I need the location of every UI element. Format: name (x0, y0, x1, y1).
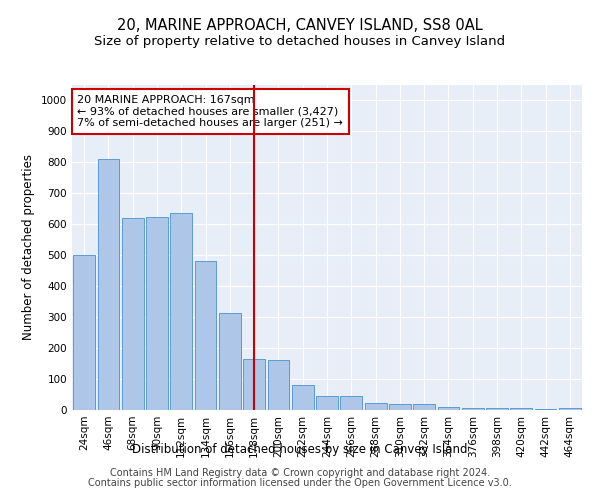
Text: Distribution of detached houses by size in Canvey Island: Distribution of detached houses by size … (132, 444, 468, 456)
Text: Contains HM Land Registry data © Crown copyright and database right 2024.: Contains HM Land Registry data © Crown c… (110, 468, 490, 477)
Text: 20, MARINE APPROACH, CANVEY ISLAND, SS8 0AL: 20, MARINE APPROACH, CANVEY ISLAND, SS8 … (117, 18, 483, 32)
Bar (511, 408, 532, 410)
Bar (437, 407, 460, 410)
Text: 20 MARINE APPROACH: 167sqm
← 93% of detached houses are smaller (3,427)
7% of se: 20 MARINE APPROACH: 167sqm ← 93% of deta… (77, 94, 343, 128)
Y-axis label: Number of detached properties: Number of detached properties (22, 154, 35, 340)
Bar (146, 216, 168, 410)
Bar (535, 409, 556, 410)
Bar (340, 396, 362, 410)
Bar (170, 214, 192, 410)
Bar (122, 218, 143, 410)
Bar (73, 255, 95, 410)
Bar (559, 408, 581, 410)
Bar (97, 160, 119, 410)
Bar (243, 359, 265, 410)
Bar (292, 385, 314, 410)
Bar (486, 408, 508, 410)
Bar (194, 262, 217, 410)
Text: Contains public sector information licensed under the Open Government Licence v3: Contains public sector information licen… (88, 478, 512, 488)
Bar (413, 404, 435, 410)
Text: Size of property relative to detached houses in Canvey Island: Size of property relative to detached ho… (94, 35, 506, 48)
Bar (365, 403, 386, 410)
Bar (219, 312, 241, 410)
Bar (389, 404, 411, 410)
Bar (268, 360, 289, 410)
Bar (316, 396, 338, 410)
Bar (462, 408, 484, 410)
